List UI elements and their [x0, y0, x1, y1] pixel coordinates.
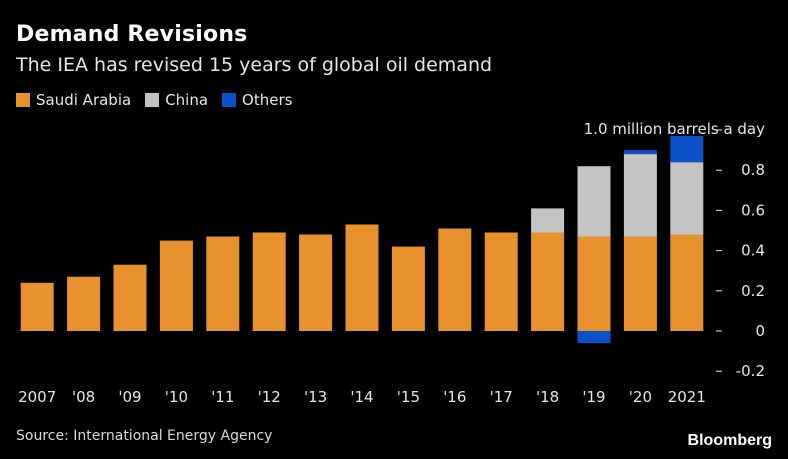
bar-saudi-arabia-14 — [670, 234, 704, 331]
bar-china-13 — [623, 154, 657, 237]
chart-title: Demand Revisions — [16, 22, 248, 47]
bar-saudi-arabia-4 — [206, 236, 240, 331]
bar-others-12 — [577, 331, 611, 344]
bar-saudi-arabia-12 — [577, 236, 611, 331]
x-tick-label: '16 — [443, 388, 466, 406]
legend-item-china: China — [145, 91, 208, 109]
source-note: Source: International Energy Agency — [16, 428, 273, 444]
x-tick-label: 2007 — [18, 388, 56, 406]
bar-saudi-arabia-9 — [438, 228, 472, 331]
x-tick-label: '10 — [165, 388, 188, 406]
bar-saudi-arabia-2 — [113, 264, 147, 331]
x-tick-label: 2021 — [668, 388, 706, 406]
x-tick-label: '14 — [350, 388, 373, 406]
bar-saudi-arabia-10 — [484, 232, 518, 331]
legend-label-china: China — [165, 91, 209, 109]
x-tick-label: '19 — [582, 388, 605, 406]
chart-subtitle: The IEA has revised 15 years of global o… — [16, 54, 493, 76]
x-tick-label: '18 — [536, 388, 559, 406]
x-tick-label: '11 — [211, 388, 234, 406]
legend-swatch-china — [145, 93, 160, 107]
y-tick-label: 0.4 — [741, 242, 765, 260]
bar-saudi-arabia-6 — [299, 234, 333, 331]
bloomberg-logo: Bloomberg — [687, 432, 772, 449]
legend-label-others: Others — [242, 91, 293, 109]
legend-label-saudi-arabia: Saudi Arabia — [36, 91, 132, 109]
x-tick-label: '13 — [304, 388, 327, 406]
y-tick-label: 0.6 — [741, 201, 765, 219]
legend-swatch-others — [222, 93, 237, 107]
bar-saudi-arabia-11 — [531, 232, 565, 331]
y-axis-unit-label: 1.0 million barrels a day — [584, 120, 765, 138]
bar-saudi-arabia-13 — [623, 236, 657, 331]
bar-saudi-arabia-5 — [252, 232, 286, 331]
y-tick-label: -0.2 — [736, 362, 765, 380]
y-tick-label: 0.2 — [741, 282, 765, 300]
bar-saudi-arabia-8 — [391, 246, 425, 331]
bar-saudi-arabia-0 — [20, 282, 54, 331]
y-tick-label: 0.8 — [741, 161, 765, 179]
bar-saudi-arabia-1 — [67, 276, 101, 331]
x-tick-label: '09 — [118, 388, 141, 406]
legend-swatch-saudi-arabia — [16, 93, 30, 107]
bar-others-13 — [623, 150, 657, 155]
x-tick-label: '17 — [490, 388, 513, 406]
x-tick-label: '20 — [629, 388, 652, 406]
bar-china-11 — [531, 208, 565, 233]
legend: Saudi Arabia China Others — [16, 91, 306, 109]
bar-china-14 — [670, 162, 704, 235]
y-tick-label: 0 — [755, 322, 765, 340]
x-tick-label: '12 — [258, 388, 281, 406]
bar-others-14 — [670, 136, 704, 163]
x-tick-label: '15 — [397, 388, 420, 406]
legend-item-others: Others — [222, 91, 292, 109]
x-tick-label: '08 — [72, 388, 95, 406]
bar-saudi-arabia-7 — [345, 224, 379, 331]
bar-china-12 — [577, 166, 611, 237]
legend-item-saudi-arabia: Saudi Arabia — [16, 91, 131, 109]
bar-saudi-arabia-3 — [159, 240, 193, 331]
